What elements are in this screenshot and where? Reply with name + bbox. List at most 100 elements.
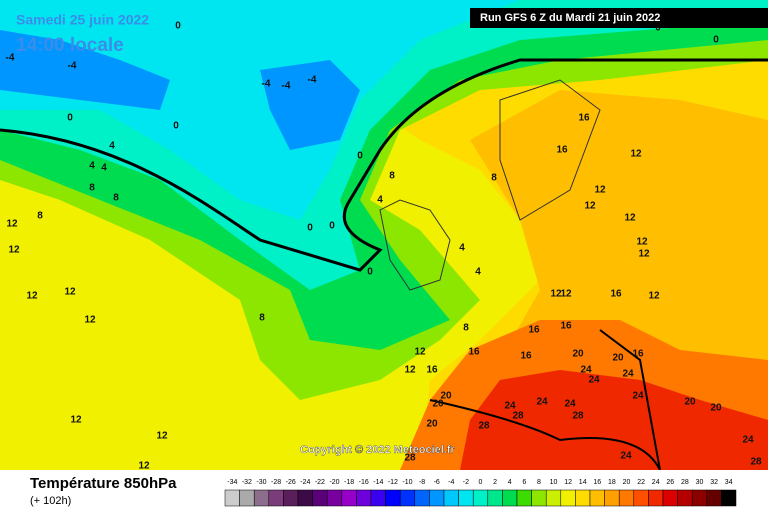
scale-label: -20 bbox=[329, 479, 339, 486]
scale-swatch bbox=[443, 489, 459, 507]
contour-label: 12 bbox=[636, 237, 648, 248]
contour-label: 0 bbox=[329, 221, 335, 232]
scale-swatch bbox=[575, 489, 591, 507]
contour-label: 20 bbox=[710, 403, 722, 414]
scale-swatch bbox=[604, 489, 620, 507]
scale-label: 30 bbox=[696, 479, 704, 486]
contour-label: 4 bbox=[109, 141, 115, 152]
contour-label: 0 bbox=[713, 35, 719, 46]
contour-label: 0 bbox=[67, 113, 73, 124]
scale-swatch bbox=[312, 489, 328, 507]
scale-label: -34 bbox=[227, 479, 237, 486]
contour-label: 24 bbox=[536, 397, 548, 408]
scale-label: -14 bbox=[373, 479, 383, 486]
scale-swatch bbox=[224, 489, 240, 507]
contour-label: 8 bbox=[37, 211, 43, 222]
contour-label: 12 bbox=[560, 289, 572, 300]
scale-label: -8 bbox=[419, 479, 425, 486]
contour-label: 16 bbox=[560, 321, 572, 332]
contour-label: 4 bbox=[377, 195, 383, 206]
contour-label: 8 bbox=[491, 173, 497, 184]
contour-label: 12 bbox=[156, 431, 168, 442]
contour-label: 20 bbox=[612, 353, 624, 364]
scale-swatch bbox=[385, 489, 401, 507]
contour-label: 12 bbox=[84, 315, 96, 326]
scale-label: 28 bbox=[681, 479, 689, 486]
scale-swatch bbox=[618, 489, 635, 507]
contour-label: 12 bbox=[414, 347, 426, 358]
contour-label: 8 bbox=[89, 183, 95, 194]
scale-label: -16 bbox=[359, 479, 369, 486]
scale-swatch bbox=[516, 489, 532, 507]
contour-label: 16 bbox=[426, 365, 438, 376]
map-time: 14:00 locale bbox=[16, 35, 124, 56]
contour-label: 0 bbox=[655, 23, 661, 34]
contour-label: 28 bbox=[478, 421, 490, 432]
contour-label: -4 bbox=[68, 61, 77, 72]
scale-label: 34 bbox=[725, 479, 733, 486]
scale-swatch bbox=[589, 489, 605, 507]
scale-swatch bbox=[239, 489, 255, 507]
run-info: Run GFS 6 Z du Mardi 21 juin 2022 bbox=[480, 12, 660, 24]
contour-label: 8 bbox=[389, 171, 395, 182]
contour-label: 0 bbox=[173, 121, 179, 132]
contour-label: -4 bbox=[308, 75, 317, 86]
contour-label: 12 bbox=[404, 365, 416, 376]
scale-label: 20 bbox=[623, 479, 631, 486]
contour-label: 28 bbox=[512, 411, 524, 422]
contour-label: -4 bbox=[262, 79, 271, 90]
footer-title: Température 850hPa bbox=[30, 475, 177, 492]
scale-swatch bbox=[341, 489, 357, 507]
run-box bbox=[470, 8, 768, 28]
contour-label: 20 bbox=[440, 391, 452, 402]
contour-label: 20 bbox=[572, 349, 584, 360]
contour-label: 24 bbox=[622, 369, 634, 380]
scale-label: -32 bbox=[242, 479, 252, 486]
contour-label: 12 bbox=[6, 219, 18, 230]
contour-label: 12 bbox=[8, 245, 20, 256]
scale-label: -22 bbox=[315, 479, 325, 486]
contour-label: 24 bbox=[620, 451, 632, 462]
scale-swatch bbox=[414, 489, 430, 507]
contour-label: 12 bbox=[26, 291, 38, 302]
scale-label: -18 bbox=[344, 479, 354, 486]
contour-label: 4 bbox=[459, 243, 465, 254]
scale-label: -4 bbox=[448, 479, 454, 486]
scale-label: 18 bbox=[608, 479, 616, 486]
contour-label: 16 bbox=[520, 351, 532, 362]
scale-swatch bbox=[297, 489, 313, 507]
scale-swatch bbox=[268, 489, 284, 507]
scale-label: 8 bbox=[537, 479, 541, 486]
contour-label: 20 bbox=[684, 397, 696, 408]
scale-swatch bbox=[399, 489, 416, 507]
contour-label: 16 bbox=[468, 347, 480, 358]
contour-label: 24 bbox=[632, 391, 644, 402]
contour-label: 16 bbox=[578, 113, 590, 124]
contour-label: 8 bbox=[259, 313, 265, 324]
contour-label: 24 bbox=[564, 399, 576, 410]
scale-swatch bbox=[560, 489, 576, 507]
contour-label: -4 bbox=[282, 81, 291, 92]
scale-swatch bbox=[253, 489, 270, 507]
contour-label: 0 bbox=[367, 267, 373, 278]
scale-swatch bbox=[531, 489, 547, 507]
scale-label: -10 bbox=[402, 479, 412, 486]
scale-swatch bbox=[691, 489, 708, 507]
scale-swatch bbox=[487, 489, 503, 507]
scale-swatch bbox=[472, 489, 489, 507]
contour-label: 0 bbox=[307, 223, 313, 234]
contour-label: 12 bbox=[550, 289, 562, 300]
contour-label: 16 bbox=[556, 145, 568, 156]
contour-label: 8 bbox=[113, 193, 119, 204]
scale-swatch bbox=[633, 489, 649, 507]
scale-swatch bbox=[502, 489, 518, 507]
contour-label: 20 bbox=[426, 419, 438, 430]
scale-label: -2 bbox=[463, 479, 469, 486]
scale-swatch bbox=[662, 489, 678, 507]
contour-label: 12 bbox=[624, 213, 636, 224]
scale-label: -30 bbox=[256, 479, 266, 486]
scale-label: 24 bbox=[652, 479, 660, 486]
scale-label: -28 bbox=[271, 479, 281, 486]
contour-label: 0 bbox=[357, 151, 363, 162]
scale-swatch bbox=[283, 489, 299, 507]
